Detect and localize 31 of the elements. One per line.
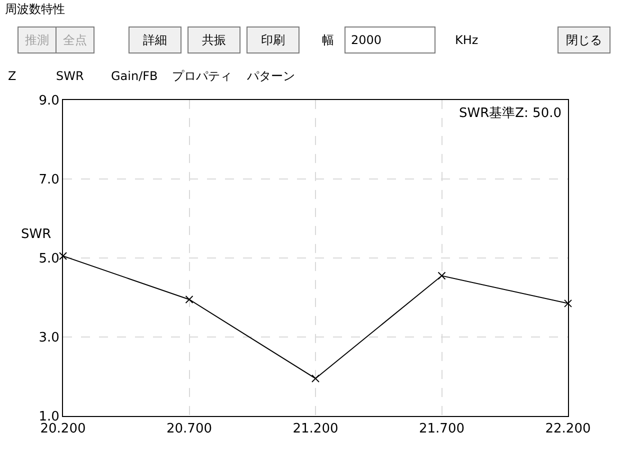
text: プロパティ [172,69,232,83]
point [59,252,67,260]
annotation: SWR基準Z: 50.0 [459,106,562,121]
text: パターン [246,69,295,83]
x-tick-label: 21.700 [419,422,464,437]
x-tick-label: 22.200 [545,422,591,437]
y-tick-label: 3.0 [38,330,60,346]
text: 2000 [351,33,382,47]
text: 詳細 [143,33,167,47]
x-tick-label: 21.200 [292,422,338,437]
text: SWR [56,69,84,83]
text: 全点 [63,33,87,47]
text: 幅 [322,33,334,47]
text: 印刷 [261,33,285,47]
y-tick-label: 5.0 [38,252,60,267]
x-tick-label: 20.200 [40,422,86,437]
text: Z [8,69,16,83]
text: KHz [455,33,478,47]
x-tick-label: 20.700 [166,422,212,437]
text: 周波数特性 [5,2,65,16]
point [312,374,320,382]
text: 共振 [202,33,226,47]
point [438,272,446,280]
text: 閉じる [566,33,602,47]
y-tick-label: 7.0 [38,172,60,188]
text: 推測 [25,33,49,47]
text: Gain/FB [111,69,158,83]
point [564,299,572,308]
y-axis-title: SWR [21,227,52,242]
point [185,295,194,304]
y-tick-label: 9.0 [38,94,60,109]
